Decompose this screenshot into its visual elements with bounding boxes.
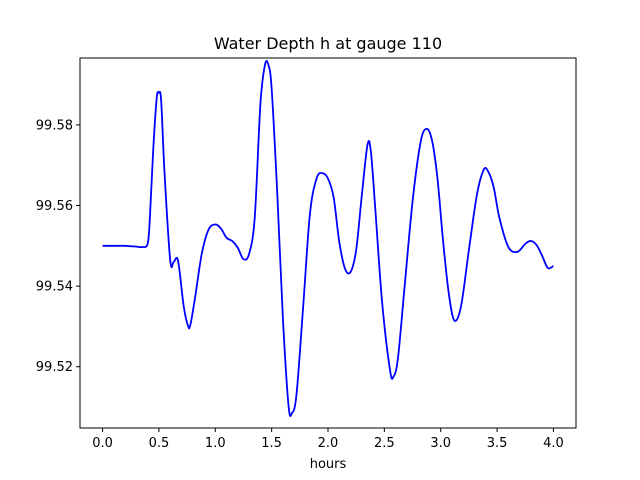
plot-frame bbox=[79, 57, 577, 429]
series-line bbox=[102, 59, 554, 417]
x-tick-label: 0.5 bbox=[149, 436, 170, 451]
x-axis-label: hours bbox=[310, 457, 347, 472]
chart-title: Water Depth h at gauge 110 bbox=[214, 34, 442, 53]
y-tick-label: 99.54 bbox=[36, 280, 73, 295]
x-tick-label: 0.0 bbox=[92, 436, 113, 451]
plot-area bbox=[80, 58, 576, 428]
x-tick-label: 4.0 bbox=[543, 436, 564, 451]
x-axis: 0.0 0.5 1.0 1.5 2.0 2.5 3.0 3.5 4.0 bbox=[92, 428, 564, 451]
x-tick-label: 3.0 bbox=[430, 436, 451, 451]
y-tick-label: 99.58 bbox=[36, 118, 73, 133]
x-tick-label: 3.5 bbox=[487, 436, 508, 451]
series-layer bbox=[102, 59, 554, 417]
y-tick-label: 99.52 bbox=[36, 360, 73, 375]
x-tick-label: 2.0 bbox=[318, 436, 339, 451]
x-tick-label: 1.5 bbox=[261, 436, 282, 451]
y-tick-label: 99.56 bbox=[36, 199, 73, 214]
x-tick-label: 2.5 bbox=[374, 436, 395, 451]
x-tick-label: 1.0 bbox=[205, 436, 226, 451]
y-axis: 99.52 99.54 99.56 99.58 bbox=[36, 118, 80, 375]
